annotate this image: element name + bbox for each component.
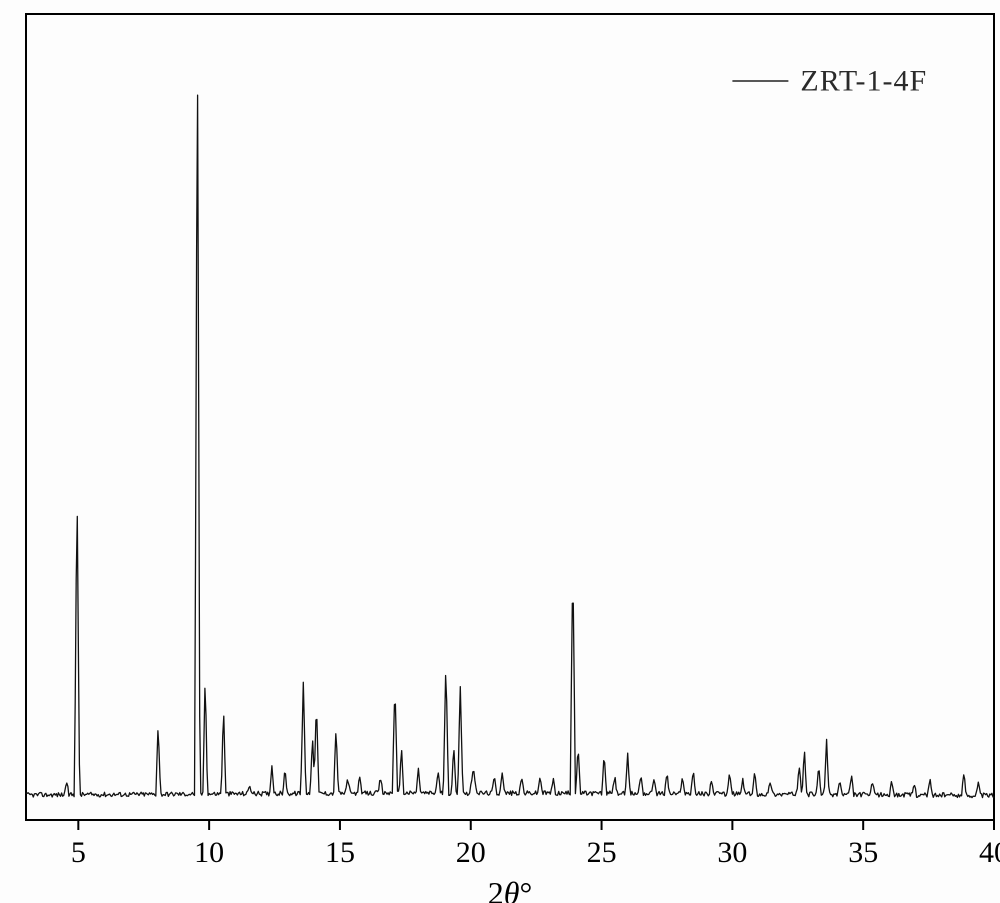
xrd-chart: 5 10 15 20 25 30 35 40 2θ° ZRT-1-4F — [0, 0, 1000, 903]
x-tick-label: 5 — [71, 836, 86, 869]
x-tick-label: 10 — [194, 836, 224, 869]
x-tick-label: 30 — [717, 836, 747, 869]
chart-svg: 5 10 15 20 25 30 35 40 2θ° ZRT-1-4F — [0, 0, 1000, 903]
x-tick-label: 25 — [587, 836, 617, 869]
x-tick-label: 20 — [456, 836, 486, 869]
x-axis-label: 2θ° — [488, 875, 533, 903]
x-tick-label: 40 — [979, 836, 1000, 869]
legend-label: ZRT-1-4F — [800, 65, 927, 98]
x-tick-label: 15 — [325, 836, 355, 869]
x-tick-label: 35 — [848, 836, 878, 869]
